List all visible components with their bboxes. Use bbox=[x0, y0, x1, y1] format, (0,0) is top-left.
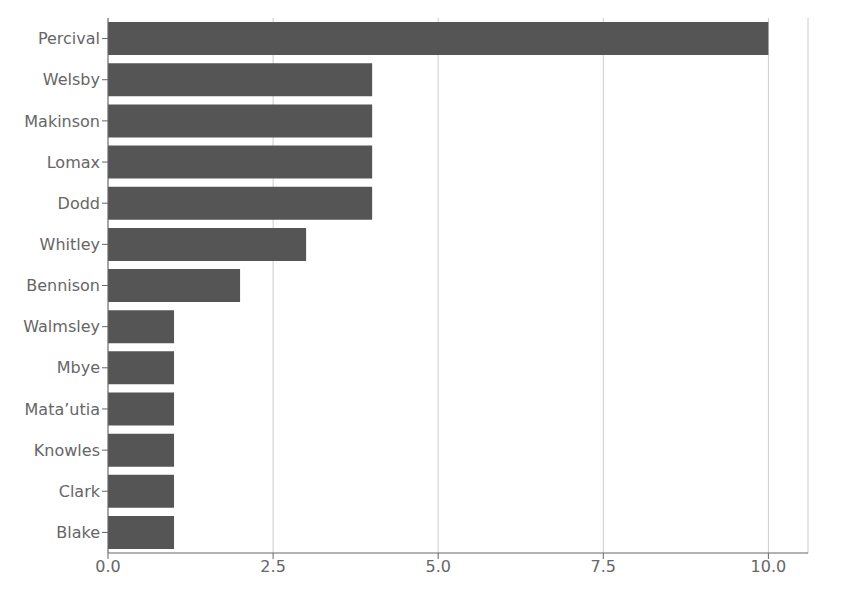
svg-text:5.0: 5.0 bbox=[425, 557, 450, 576]
svg-text:0.0: 0.0 bbox=[95, 557, 120, 576]
svg-text:2.5: 2.5 bbox=[260, 557, 285, 576]
svg-text:Welsby: Welsby bbox=[43, 70, 100, 89]
svg-text:Dodd: Dodd bbox=[58, 194, 100, 213]
svg-text:Clark: Clark bbox=[59, 482, 101, 501]
svg-text:Whitley: Whitley bbox=[40, 235, 100, 254]
svg-text:Lomax: Lomax bbox=[47, 153, 100, 172]
svg-text:Blake: Blake bbox=[56, 523, 100, 542]
svg-text:Mata’utia: Mata’utia bbox=[25, 400, 100, 419]
svg-text:Knowles: Knowles bbox=[34, 441, 100, 460]
svg-text:Makinson: Makinson bbox=[24, 112, 100, 131]
svg-text:10.0: 10.0 bbox=[751, 557, 787, 576]
svg-text:Mbye: Mbye bbox=[57, 358, 100, 377]
svg-text:Walmsley: Walmsley bbox=[23, 317, 100, 336]
svg-text:7.5: 7.5 bbox=[591, 557, 616, 576]
svg-text:Bennison: Bennison bbox=[26, 276, 100, 295]
svg-text:Percival: Percival bbox=[38, 29, 100, 48]
